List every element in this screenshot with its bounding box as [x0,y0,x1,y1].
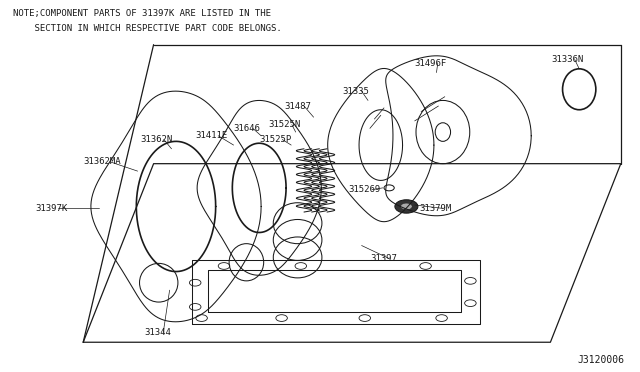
Text: 31487: 31487 [285,102,312,110]
Text: 31411E: 31411E [195,131,227,140]
Ellipse shape [395,200,418,213]
Text: 31344: 31344 [144,328,171,337]
Ellipse shape [401,203,412,210]
Text: J3120006: J3120006 [577,355,624,365]
Text: 31379M: 31379M [419,204,451,213]
Text: 31496F: 31496F [415,59,447,68]
Text: SECTION IN WHICH RESPECTIVE PART CODE BELONGS.: SECTION IN WHICH RESPECTIVE PART CODE BE… [13,24,282,33]
Text: 31646: 31646 [234,124,260,133]
Text: 31397K: 31397K [35,204,67,213]
Text: 31525N: 31525N [269,120,301,129]
Text: NOTE;COMPONENT PARTS OF 31397K ARE LISTED IN THE: NOTE;COMPONENT PARTS OF 31397K ARE LISTE… [13,9,271,18]
Text: 31336N: 31336N [552,55,584,64]
Ellipse shape [435,123,451,141]
Text: 31397: 31397 [370,254,397,263]
Text: 31362N: 31362N [141,135,173,144]
Text: 315269: 315269 [349,185,381,194]
Text: 31335: 31335 [342,87,369,96]
Text: 31525P: 31525P [259,135,291,144]
Text: 31362MA: 31362MA [83,157,121,166]
